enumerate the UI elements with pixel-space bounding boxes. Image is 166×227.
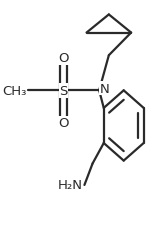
Text: S: S [59,84,68,97]
Text: H₂N: H₂N [58,179,83,192]
Text: N: N [99,82,109,95]
Text: O: O [58,117,69,130]
Text: O: O [58,52,69,65]
Text: CH₃: CH₃ [2,84,26,97]
